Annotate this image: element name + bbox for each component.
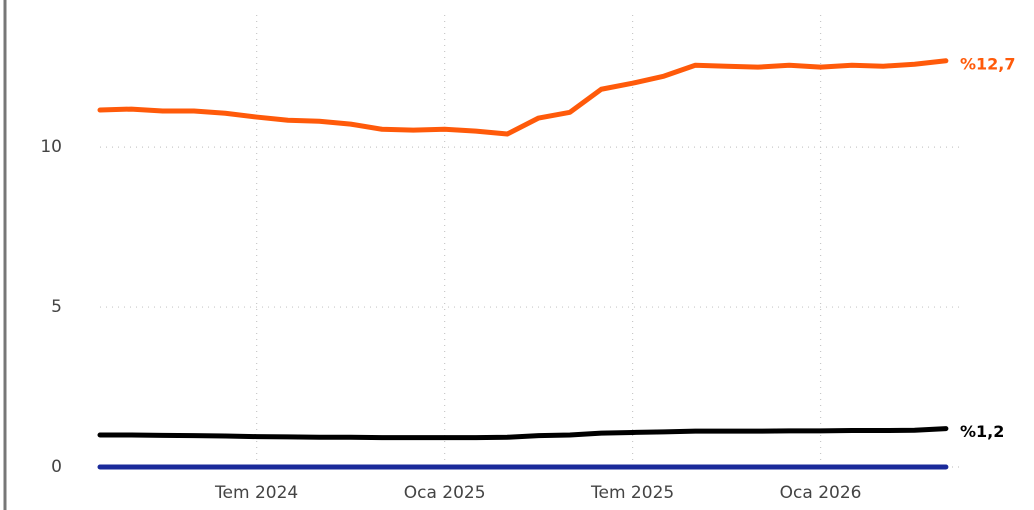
- x-tick-label: Tem 2024: [214, 483, 298, 503]
- value-label: %12,7: [960, 54, 1016, 73]
- x-tick-label: Tem 2025: [590, 483, 674, 503]
- value-label: %1,2: [960, 422, 1004, 441]
- x-tick-label: Oca 2025: [404, 483, 486, 503]
- x-tick-label: Oca 2026: [780, 483, 862, 503]
- y-tick-label: 0: [51, 457, 62, 477]
- series-line: [97, 58, 949, 137]
- y-tick-label: 10: [40, 137, 62, 157]
- series-line: [97, 426, 949, 441]
- y-tick-label: 5: [51, 297, 62, 317]
